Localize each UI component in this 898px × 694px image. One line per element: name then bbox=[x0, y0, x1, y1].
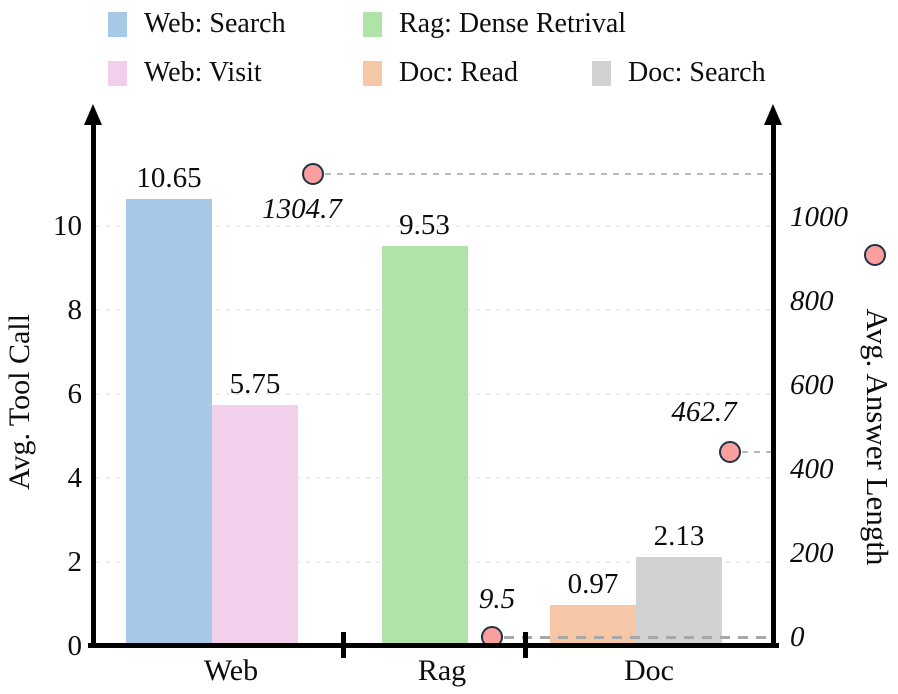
legend-item-rag-dense-retrival: Rag: Dense Retrival bbox=[363, 8, 626, 40]
left-axis-tick: 8 bbox=[67, 294, 83, 326]
x-axis-category-label: Web bbox=[203, 654, 259, 687]
scatter-point-web bbox=[302, 163, 324, 185]
x-axis-line bbox=[88, 643, 779, 648]
legend-label: Web: Visit bbox=[144, 57, 262, 88]
legend-swatch-web-visit bbox=[108, 60, 127, 86]
axis-separator-tick bbox=[340, 632, 346, 658]
legend-swatch-rag-dense-retrival bbox=[363, 11, 382, 37]
bar-value-label: 5.75 bbox=[229, 367, 281, 400]
legend-label: Web: Search bbox=[144, 8, 286, 39]
right-axis-arrow-icon bbox=[764, 104, 782, 125]
legend-swatch-web-search bbox=[108, 11, 127, 37]
right-axis-tick: 200 bbox=[790, 537, 834, 569]
left-axis-tick: 2 bbox=[67, 546, 83, 578]
scatter-point-doc bbox=[719, 440, 741, 463]
connector-line bbox=[325, 173, 772, 175]
right-axis-tick: 600 bbox=[790, 369, 834, 401]
right-axis-tick: 0 bbox=[790, 621, 805, 653]
right-axis-tick: 1000 bbox=[790, 201, 848, 233]
legend-label: Doc: Read bbox=[399, 57, 518, 88]
connector-line bbox=[504, 635, 772, 639]
left-axis-tick: 4 bbox=[67, 462, 83, 494]
bar-value-label: 2.13 bbox=[653, 519, 705, 552]
gridline bbox=[96, 225, 772, 227]
scatter-value-label: 462.7 bbox=[671, 395, 737, 428]
right-axis-title: Avg. Answer Length bbox=[860, 308, 895, 566]
left-axis-line bbox=[91, 121, 96, 648]
left-axis-tick: 0 bbox=[67, 630, 83, 662]
x-axis-category-label: Doc bbox=[624, 654, 674, 687]
left-axis-tick: 6 bbox=[67, 378, 83, 410]
bar-web-search bbox=[126, 198, 212, 643]
scatter-value-label: 1304.7 bbox=[262, 193, 342, 225]
bar-value-label: 10.65 bbox=[136, 161, 202, 194]
x-axis-category-label: Rag bbox=[417, 654, 467, 687]
bar-value-label: 9.53 bbox=[399, 208, 450, 241]
bar-value-label: 0.97 bbox=[567, 568, 619, 601]
right-axis-tick: 800 bbox=[790, 285, 834, 317]
left-axis-tick: 10 bbox=[53, 210, 82, 242]
axis-separator-tick bbox=[522, 632, 528, 658]
legend-label: Doc: Search bbox=[628, 57, 766, 88]
legend-item-doc-read: Doc: Read bbox=[363, 57, 518, 89]
bar-rag-dense-retrival bbox=[381, 245, 468, 643]
right-axis-line bbox=[771, 121, 776, 648]
left-axis-arrow-icon bbox=[84, 104, 102, 125]
legend-swatch-doc-read bbox=[363, 60, 382, 86]
bar-web-visit bbox=[212, 404, 298, 643]
legend-item-web-search: Web: Search bbox=[108, 8, 286, 40]
legend-item-web-visit: Web: Visit bbox=[108, 57, 262, 89]
answer-length-legend-marker-icon bbox=[864, 244, 886, 266]
connector-line bbox=[742, 450, 772, 453]
legend-label: Rag: Dense Retrival bbox=[399, 8, 627, 39]
legend-item-doc-search: Doc: Search bbox=[592, 57, 766, 89]
right-axis-tick: 400 bbox=[790, 453, 834, 485]
bar-doc-search bbox=[636, 556, 722, 643]
legend-swatch-doc-search bbox=[592, 60, 611, 86]
scatter-value-label: 9.5 bbox=[478, 583, 516, 615]
